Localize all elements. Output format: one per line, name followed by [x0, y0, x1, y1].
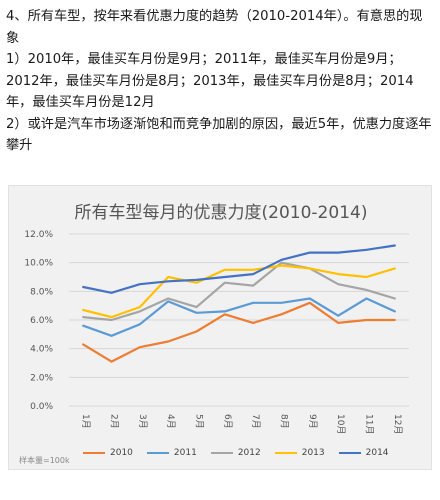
- y-tick-label: 4.0%: [30, 345, 53, 355]
- legend-item-2012: 2012: [210, 448, 261, 458]
- y-tick-label: 2.0%: [30, 373, 53, 383]
- y-tick-label: 8.0%: [30, 287, 53, 297]
- paragraph-finding-2: 2）或许是汽车市场逐渐饱和而竞争加剧的原因，最近5年，优惠力度逐年攀升: [6, 114, 434, 157]
- legend-label: 2010: [110, 448, 133, 458]
- legend-item-2011: 2011: [146, 448, 197, 458]
- x-tick-label: 11月: [364, 414, 375, 434]
- y-tick-label: 6.0%: [30, 316, 53, 326]
- x-tick-label: 10月: [335, 414, 346, 434]
- chart-footnote: 样本量=100k: [19, 456, 70, 465]
- x-tick-label: 12月: [392, 414, 403, 434]
- y-tick-label: 12.0%: [24, 230, 53, 240]
- y-tick-label: 0.0%: [30, 402, 53, 412]
- legend-label: 2011: [173, 448, 197, 458]
- x-tick-label: 4月: [165, 414, 176, 429]
- paragraph-finding-1-text: 1）2010年，最佳买车月份是9月；2011年，最佳买车月份是9月；2012年，…: [6, 52, 414, 110]
- legend-item-2010: 2010: [83, 448, 133, 458]
- series-line-2012: [82, 261, 396, 322]
- x-tick-label: 8月: [279, 414, 290, 429]
- paragraph-heading: 4、所有车型，按年来看优惠力度的趋势（2010-2014年）。有意思的现象: [6, 6, 434, 49]
- line-chart: 0.0% 2.0% 4.0% 6.0% 8.0% 10.0% 12.0% 1月 2月 3月 4月 5月…: [24, 230, 409, 434]
- x-tick-label: 9月: [307, 414, 318, 429]
- chart-title: 所有车型每月的优惠力度(2010-2014): [74, 203, 368, 223]
- x-tick-label: 2月: [109, 414, 120, 429]
- legend-swatch: [338, 452, 361, 454]
- legend-label: 2013: [301, 448, 325, 458]
- paragraph-heading-text: 4、所有车型，按年来看优惠力度的趋势（2010-2014年）。有意思的现象: [6, 9, 423, 46]
- article-body: 4、所有车型，按年来看优惠力度的趋势（2010-2014年）。有意思的现象 1）…: [6, 6, 434, 157]
- series-line-2010: [82, 301, 396, 363]
- legend-swatch: [274, 452, 297, 454]
- series-line-2011: [82, 297, 396, 337]
- paragraph-finding-1: 1）2010年，最佳买车月份是9月；2011年，最佳买车月份是9月；2012年，…: [6, 49, 434, 114]
- legend-swatch: [83, 452, 105, 454]
- y-tick-label: 10.0%: [24, 259, 53, 269]
- x-tick-label: 6月: [222, 414, 233, 429]
- legend-item-2013: 2013: [274, 448, 325, 458]
- legend-label: 2014: [365, 448, 389, 458]
- x-tick-label: 1月: [80, 414, 91, 429]
- series-line-2014: [82, 244, 396, 294]
- chart-card: 0.0% 2.0% 4.0% 6.0% 8.0% 10.0% 12.0% 1月 2月 3月 4月 5月…: [8, 185, 432, 470]
- legend-label: 2012: [237, 448, 261, 458]
- legend-item-2014: 2014: [338, 448, 389, 458]
- chart-legend: 2010 2011 2012 2013 2014: [83, 446, 389, 460]
- series-line-2013: [82, 264, 396, 319]
- x-tick-label: 5月: [194, 414, 205, 429]
- x-tick-label: 7月: [250, 414, 261, 429]
- legend-swatch: [146, 452, 169, 454]
- x-tick-label: 3月: [137, 414, 148, 429]
- legend-swatch: [210, 452, 233, 454]
- paragraph-finding-2-text: 2）或许是汽车市场逐渐饱和而竞争加剧的原因，最近5年，优惠力度逐年攀升: [6, 116, 432, 154]
